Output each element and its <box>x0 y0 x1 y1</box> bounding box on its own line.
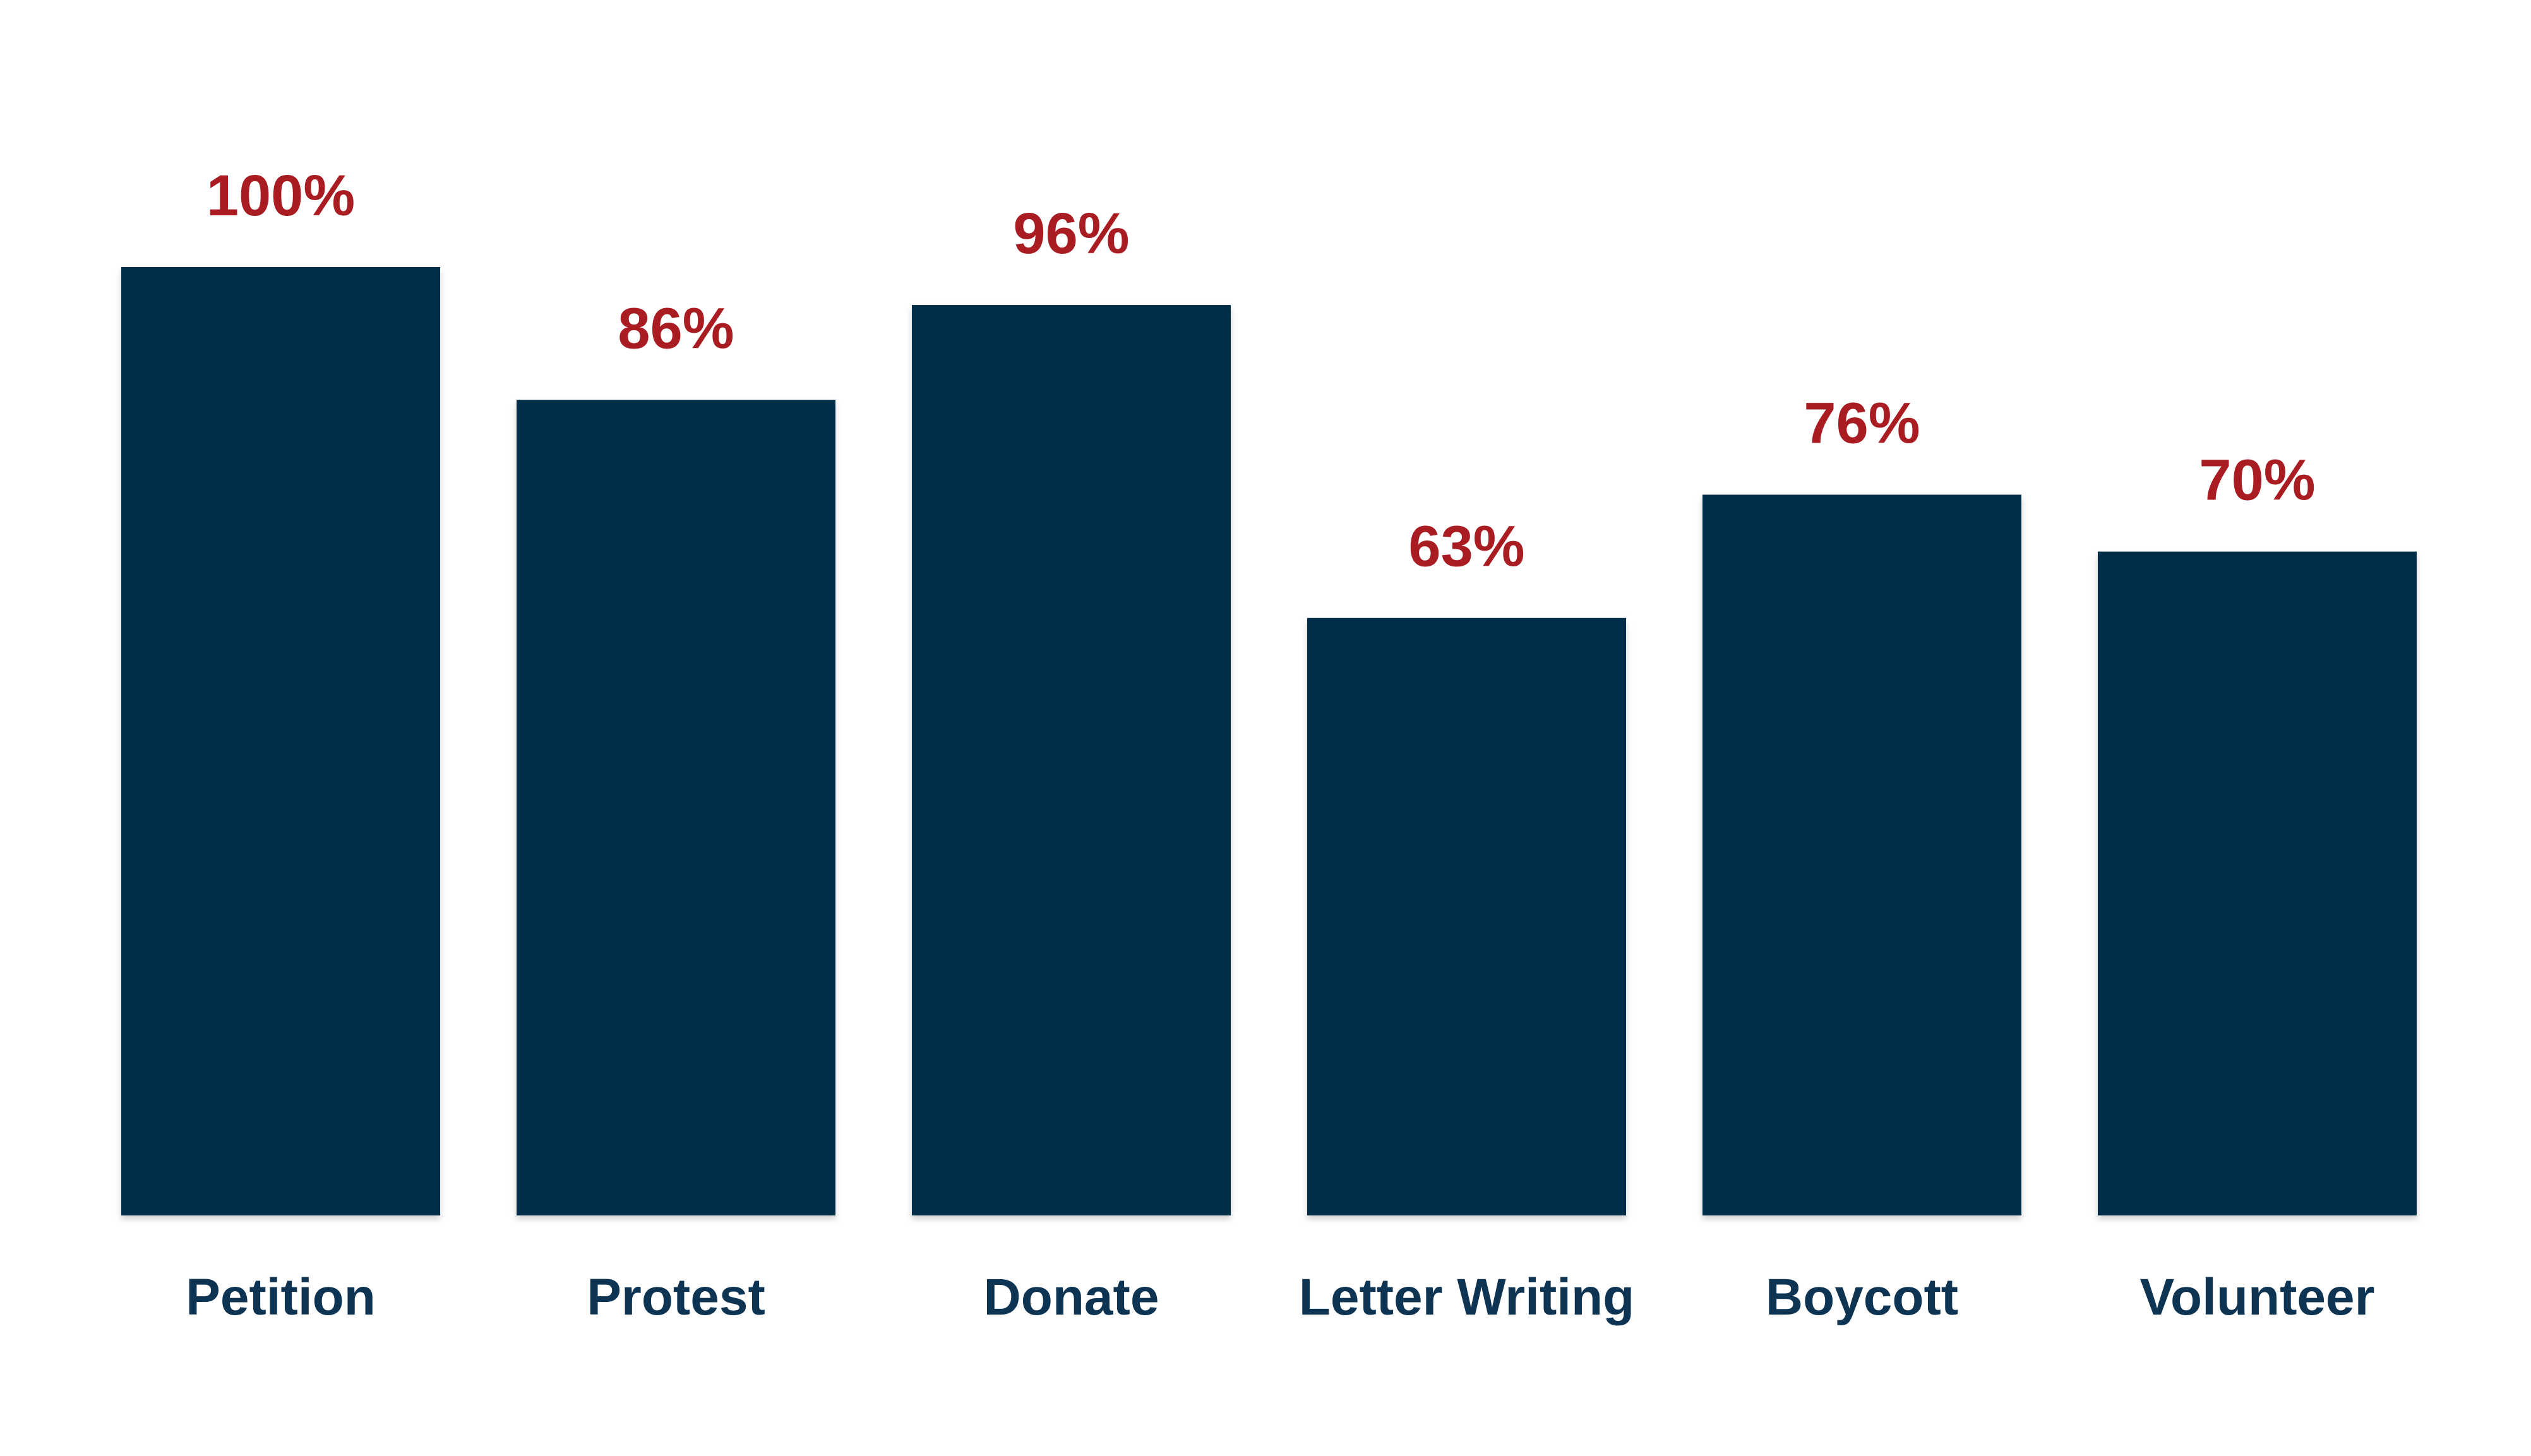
category-label-volunteer: Volunteer <box>2139 1268 2374 1326</box>
value-label-petition: 100% <box>206 164 355 228</box>
category-label-donate: Donate <box>984 1268 1159 1326</box>
bar-petition <box>121 267 440 1215</box>
value-label-volunteer: 70% <box>2199 448 2315 513</box>
category-label-boycott: Boycott <box>1766 1268 1958 1326</box>
value-label-protest: 86% <box>618 296 734 361</box>
bar-boycott <box>1702 494 2021 1215</box>
bar-donate <box>912 305 1231 1216</box>
value-labels-layer: 100% 86% 96% 63% 76% 70% <box>206 164 2316 579</box>
value-label-donate: 96% <box>1013 201 1129 266</box>
bar-letter-writing <box>1307 618 1626 1215</box>
category-label-protest: Protest <box>587 1268 765 1326</box>
value-label-boycott: 76% <box>1804 391 1920 455</box>
category-label-letter-writing: Letter Writing <box>1299 1268 1634 1326</box>
value-label-letter-writing: 63% <box>1408 515 1524 579</box>
bars-layer <box>121 267 2417 1216</box>
bar-protest <box>517 400 835 1215</box>
category-label-petition: Petition <box>186 1268 376 1326</box>
bar-volunteer <box>2098 551 2417 1215</box>
category-labels-layer: Petition Protest Donate Letter Writing Boyco… <box>186 1268 2374 1326</box>
